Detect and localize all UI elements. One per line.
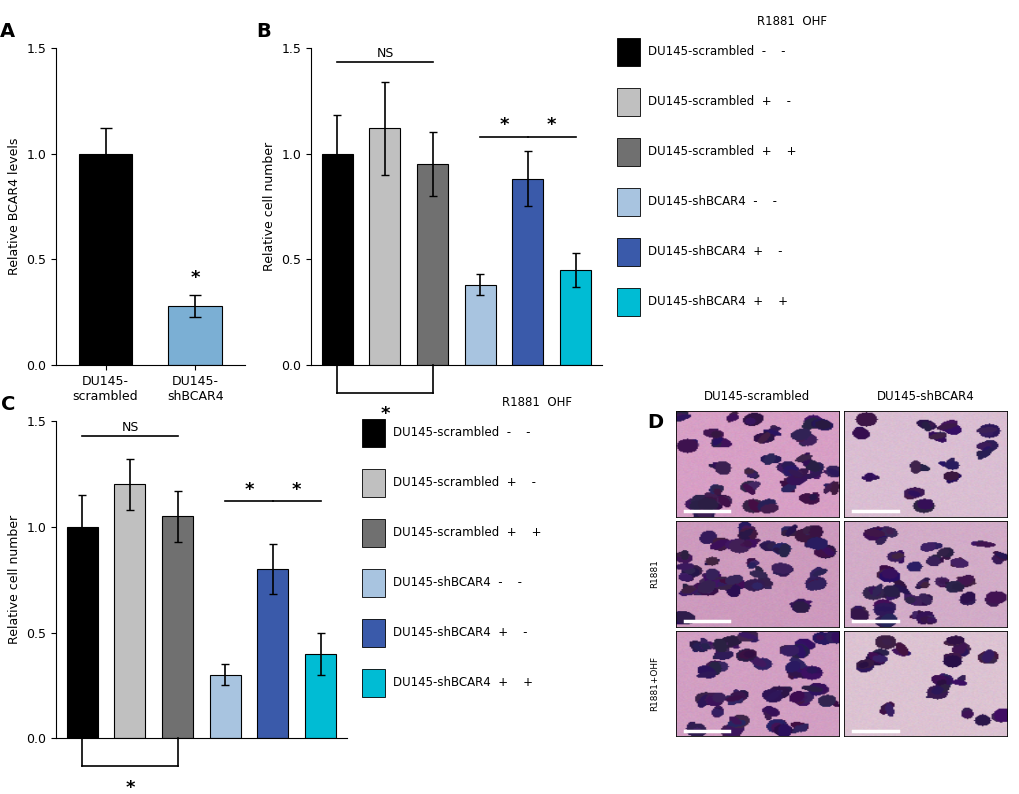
Text: DU145-shBCAR4  +    -: DU145-shBCAR4 + - bbox=[392, 626, 527, 639]
Text: DU145-scrambled  -    -: DU145-scrambled - - bbox=[647, 45, 785, 58]
Y-axis label: Relative BCAR4 levels: Relative BCAR4 levels bbox=[8, 137, 20, 276]
Text: *: * bbox=[380, 406, 389, 423]
Text: R1881+OHF: R1881+OHF bbox=[650, 656, 658, 711]
Bar bbox=[369, 128, 400, 365]
Bar bbox=[78, 153, 132, 365]
Bar bbox=[417, 164, 447, 365]
Bar bbox=[305, 653, 335, 738]
Bar bbox=[322, 153, 353, 365]
Text: R1881: R1881 bbox=[650, 559, 658, 588]
Bar bbox=[559, 270, 590, 365]
Bar bbox=[257, 569, 288, 738]
Text: R1881  OHF: R1881 OHF bbox=[756, 15, 826, 28]
Bar bbox=[114, 484, 146, 738]
Text: *: * bbox=[245, 481, 254, 499]
Text: DU145-shBCAR4: DU145-shBCAR4 bbox=[876, 390, 973, 403]
Text: DU145-scrambled  +    +: DU145-scrambled + + bbox=[392, 526, 541, 539]
Bar bbox=[512, 179, 543, 365]
Text: *: * bbox=[125, 779, 135, 794]
Text: *: * bbox=[499, 117, 508, 134]
Text: *: * bbox=[546, 117, 556, 134]
Text: R1881  OHF: R1881 OHF bbox=[501, 396, 572, 409]
Text: DU145-scrambled  -    -: DU145-scrambled - - bbox=[392, 426, 530, 439]
Text: *: * bbox=[291, 481, 302, 499]
Bar bbox=[210, 675, 240, 738]
Bar bbox=[168, 306, 222, 365]
Text: DU145-shBCAR4  +    +: DU145-shBCAR4 + + bbox=[647, 295, 787, 308]
Text: NS: NS bbox=[121, 421, 139, 434]
Text: D: D bbox=[647, 413, 663, 432]
Text: DU145-shBCAR4  -    -: DU145-shBCAR4 - - bbox=[392, 576, 521, 589]
Text: DU145-scrambled  +    -: DU145-scrambled + - bbox=[647, 95, 790, 108]
Text: B: B bbox=[256, 22, 270, 41]
Bar bbox=[67, 526, 98, 738]
Text: DU145-shBCAR4  +    +: DU145-shBCAR4 + + bbox=[392, 676, 532, 689]
Y-axis label: Relative cell number: Relative cell number bbox=[263, 142, 275, 271]
Text: C: C bbox=[1, 395, 15, 414]
Text: DU145-scrambled: DU145-scrambled bbox=[703, 390, 810, 403]
Text: DU145-shBCAR4  -    -: DU145-shBCAR4 - - bbox=[647, 195, 775, 208]
Text: *: * bbox=[191, 269, 200, 287]
Bar bbox=[465, 285, 495, 365]
Text: A: A bbox=[0, 22, 14, 41]
Text: NS: NS bbox=[376, 48, 393, 60]
Text: DU145-shBCAR4  +    -: DU145-shBCAR4 + - bbox=[647, 245, 782, 258]
Bar bbox=[162, 516, 193, 738]
Y-axis label: Relative cell number: Relative cell number bbox=[8, 515, 20, 644]
Text: DU145-scrambled  +    -: DU145-scrambled + - bbox=[392, 476, 535, 489]
Text: DU145-scrambled  +    +: DU145-scrambled + + bbox=[647, 145, 796, 158]
